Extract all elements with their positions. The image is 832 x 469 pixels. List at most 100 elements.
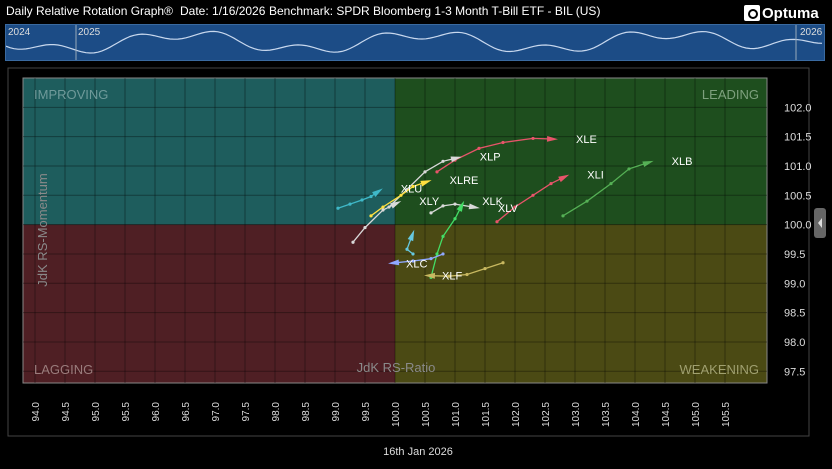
x-tick-label: 101.0 — [451, 402, 462, 427]
label-xlk: XLK — [482, 196, 503, 208]
tail-point-xlp — [423, 170, 427, 174]
label-xly: XLY — [419, 196, 440, 208]
label-xlf: XLF — [442, 270, 462, 282]
tail-point-xle — [501, 140, 505, 145]
x-tick-label: 100.5 — [421, 402, 432, 427]
tail-point-xlu — [348, 202, 352, 206]
timeline-overview[interactable]: 2024 2025 2026 — [5, 24, 825, 61]
x-tick-label: 98.5 — [301, 402, 312, 422]
label-xlc: XLC — [406, 258, 427, 270]
x-tick-label: 100.0 — [391, 402, 402, 427]
tail-point-xlf — [483, 267, 487, 271]
tail-point-xli — [549, 181, 553, 186]
y-tick-label: 101.5 — [784, 132, 812, 144]
x-tick-label: 96.0 — [151, 402, 162, 422]
quadrant-label-leading: LEADING — [702, 87, 759, 102]
tail-point-xli — [531, 193, 535, 197]
side-panel-toggle-button[interactable] — [814, 208, 826, 238]
tail-point-xlk — [435, 252, 439, 256]
tail-point-xlv — [429, 211, 433, 215]
quadrant-leading — [395, 78, 767, 225]
tail-point-xlf — [501, 261, 505, 265]
head-xlk — [456, 200, 465, 212]
head-unnamed — [407, 229, 415, 242]
quadrant-lagging — [23, 224, 395, 383]
tail-point-xlk — [441, 234, 445, 238]
tail-point-xle — [435, 170, 439, 174]
tail-point-xlre — [399, 193, 403, 197]
header-bar: Daily Relative Rotation Graph® Date: 1/1… — [0, 0, 832, 22]
optuma-logo-icon — [744, 5, 760, 21]
tail-point-xly — [351, 240, 355, 244]
x-tick-label: 103.5 — [601, 402, 612, 427]
quadrant-improving — [23, 78, 395, 225]
tail-xlv — [430, 203, 474, 214]
tail-point-xlb — [561, 214, 565, 218]
head-xlc — [388, 259, 400, 266]
tail-point-xlu — [360, 198, 364, 202]
head-xlb — [642, 160, 654, 168]
label-xli: XLI — [587, 170, 604, 182]
timeline-overview-line — [5, 30, 823, 54]
chart-date: Date: 1/16/2026 — [180, 4, 266, 18]
optuma-logo-text: Optuma — [762, 4, 819, 22]
x-tick-label: 99.0 — [331, 402, 342, 422]
chart-frame — [7, 67, 810, 437]
tail-point-xle — [531, 136, 535, 141]
x-tick-label: 104.5 — [661, 402, 672, 427]
x-tick-label: 99.5 — [361, 402, 372, 422]
tail-point-xlb — [585, 199, 589, 203]
head-xly — [390, 201, 402, 209]
head-xlre — [420, 180, 432, 187]
x-tick-label: 105.0 — [691, 402, 702, 427]
quadrant-label-improving: IMPROVING — [34, 87, 108, 102]
tail-point-unnamed — [405, 247, 409, 251]
year-label-2026: 2026 — [800, 27, 823, 38]
label-xle: XLE — [576, 134, 597, 146]
head-xlp — [450, 156, 462, 163]
y-axis-title: JdK RS-Momentum — [35, 173, 50, 286]
tail-point-xlf — [465, 272, 469, 277]
tail-point-xlc — [429, 257, 433, 261]
timeline-overview-svg: 2024 2025 2026 — [5, 25, 823, 60]
x-tick-label: 98.0 — [271, 402, 282, 422]
x-axis-title: JdK RS-Ratio — [357, 360, 436, 375]
tail-point-unnamed — [411, 252, 415, 256]
head-xlf — [424, 272, 436, 279]
label-xlp: XLP — [480, 152, 501, 164]
tail-point-xlc — [441, 252, 445, 256]
chart-title: Daily Relative Rotation Graph® — [6, 4, 173, 18]
head-xli — [558, 174, 570, 183]
tail-point-xly — [381, 208, 385, 212]
tail-point-xlc — [411, 259, 415, 263]
y-tick-label: 98.5 — [784, 308, 805, 320]
label-xlb: XLB — [672, 156, 693, 168]
y-tick-label: 102.0 — [784, 102, 812, 114]
tail-point-xlre — [381, 205, 385, 209]
quadrant-label-lagging: LAGGING — [34, 362, 93, 377]
tail-point-xlp — [441, 159, 445, 163]
y-tick-label: 100.0 — [784, 220, 812, 232]
tail-point-xlb — [609, 181, 613, 186]
y-tick-label: 99.5 — [784, 249, 805, 261]
x-tick-label: 102.5 — [541, 402, 552, 427]
x-tick-label: 102.0 — [511, 402, 522, 427]
y-tick-label: 97.5 — [784, 366, 805, 378]
tail-point-xlk — [453, 217, 457, 221]
benchmark-label: Benchmark: SPDR Bloomberg 1-3 Month T-Bi… — [269, 4, 601, 18]
tail-point-xlu — [336, 206, 340, 210]
head-xlv — [468, 203, 480, 210]
x-tick-label: 101.5 — [481, 402, 492, 427]
tail-point-xlb — [627, 167, 631, 171]
x-tick-label: 96.5 — [181, 402, 192, 422]
head-xle — [546, 135, 558, 142]
label-xlre: XLRE — [450, 175, 479, 187]
year-label-2024: 2024 — [8, 27, 31, 38]
tail-point-xle — [477, 146, 481, 150]
head-xlu — [372, 188, 383, 198]
label-xlu: XLU — [401, 183, 422, 195]
tail-point-xlre — [411, 184, 415, 189]
label-xlv: XLV — [498, 203, 519, 215]
plot-border — [22, 77, 768, 384]
